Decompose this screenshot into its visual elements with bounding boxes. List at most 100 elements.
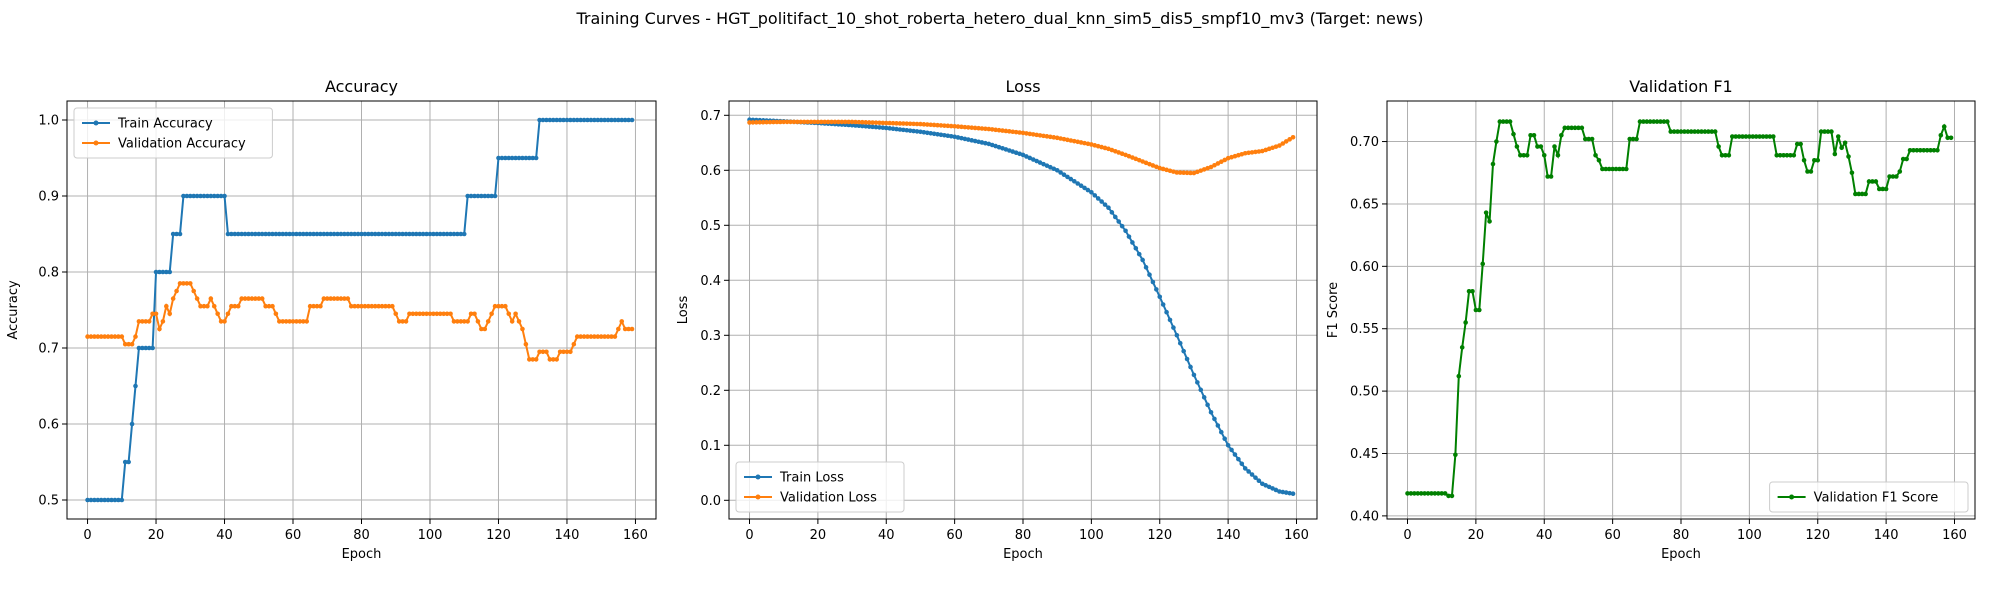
accuracy-series-marker <box>280 319 286 324</box>
loss-series-marker <box>1044 163 1050 168</box>
f1-series-marker <box>1654 119 1660 124</box>
f1-legend-marker <box>1789 494 1795 500</box>
loss-series-marker <box>1007 129 1012 134</box>
loss-series-marker <box>907 128 913 133</box>
loss-series-marker <box>887 120 892 126</box>
accuracy-series-marker <box>523 155 529 161</box>
accuracy-series-marker <box>256 296 262 301</box>
accuracy-series-marker <box>187 193 193 199</box>
accuracy-series-marker <box>561 349 566 355</box>
loss-series-marker <box>1242 466 1248 471</box>
accuracy-xtick-label: 120 <box>486 528 511 543</box>
accuracy-series-marker <box>119 497 125 503</box>
accuracy-series-marker <box>143 345 149 351</box>
accuracy-series-marker <box>328 296 333 301</box>
loss-series-marker <box>962 136 968 142</box>
f1-series-marker <box>1709 129 1715 134</box>
f1-series-marker <box>1842 140 1848 146</box>
loss-series-marker <box>1065 137 1070 143</box>
f1-series-marker <box>1497 119 1503 124</box>
f1-series-marker <box>1494 139 1499 144</box>
f1-series-marker <box>1924 147 1930 153</box>
loss-legend-box <box>735 461 905 513</box>
accuracy-series-marker <box>516 155 522 161</box>
loss-xtick-label: 20 <box>810 528 827 543</box>
accuracy-series-marker <box>550 357 556 362</box>
accuracy-series-marker <box>187 281 193 286</box>
accuracy-series-marker <box>324 296 330 301</box>
loss-series-marker <box>842 119 848 125</box>
f1-series-marker <box>1456 373 1462 379</box>
loss-series-marker <box>1113 214 1118 220</box>
f1-series-marker <box>1894 174 1899 179</box>
accuracy-series-marker <box>407 311 412 317</box>
accuracy-series-marker <box>441 231 446 237</box>
accuracy-series-marker <box>366 303 371 309</box>
loss-series-marker <box>1256 149 1262 154</box>
f1-series-marker <box>1743 134 1749 139</box>
loss-series-marker <box>986 126 992 132</box>
accuracy-series-marker <box>116 334 121 339</box>
accuracy-series-marker <box>129 421 135 427</box>
accuracy-series-marker <box>554 117 559 123</box>
f1-series-marker <box>1907 147 1913 153</box>
f1-series-marker <box>1473 307 1479 313</box>
f1-series-marker <box>1624 166 1629 172</box>
loss-series-marker <box>897 127 903 132</box>
accuracy-series-marker <box>513 311 518 317</box>
accuracy-series-marker <box>335 231 340 237</box>
f1-series-marker <box>1582 136 1588 142</box>
f1-series-marker <box>1671 129 1677 134</box>
f1-series-marker <box>1483 210 1489 215</box>
loss-series-marker <box>996 127 1002 133</box>
figure-suptitle: Training Curves - HGT_politifact_10_shot… <box>576 9 1424 28</box>
accuracy-series-marker <box>434 231 440 237</box>
f1-series-marker <box>1572 125 1578 131</box>
f1-series-marker <box>1788 152 1793 158</box>
accuracy-series-marker <box>465 193 470 199</box>
accuracy-series-marker <box>547 357 553 362</box>
loss-series-marker <box>897 121 903 126</box>
accuracy-series-marker <box>458 319 464 324</box>
loss-series-marker <box>1270 486 1275 491</box>
accuracy-series-marker <box>472 311 477 317</box>
accuracy-series-marker <box>342 231 347 237</box>
accuracy-series-marker <box>181 193 186 199</box>
f1-xtick-label: 120 <box>1805 528 1830 543</box>
loss-series-marker <box>1198 387 1204 393</box>
accuracy-series-marker <box>527 357 532 362</box>
loss-series-marker <box>1034 158 1039 164</box>
f1-series-marker <box>1719 152 1725 158</box>
accuracy-series-marker <box>540 117 546 123</box>
accuracy-series-marker <box>403 319 409 324</box>
loss-series-marker <box>1208 410 1214 415</box>
accuracy-series-marker <box>427 311 433 317</box>
accuracy-series-marker <box>451 319 457 324</box>
accuracy-series-marker <box>256 231 262 237</box>
loss-series-marker <box>1160 302 1166 307</box>
f1-series-marker <box>1518 152 1523 158</box>
accuracy-series-marker <box>588 117 594 123</box>
f1-series-marker <box>1774 152 1780 158</box>
accuracy-series-marker <box>366 231 371 237</box>
loss-series-marker <box>836 119 841 125</box>
f1-series-marker <box>1418 491 1424 496</box>
loss-xtick-label: 80 <box>1015 528 1032 543</box>
accuracy-series-marker <box>201 303 207 309</box>
loss-series-marker <box>1201 395 1207 400</box>
accuracy-series-marker <box>537 349 542 355</box>
accuracy-series-marker <box>420 231 426 237</box>
f1-series-marker <box>1682 129 1687 134</box>
f1-ytick-label: 0.50 <box>1350 385 1379 400</box>
accuracy-series-marker <box>420 311 426 317</box>
accuracy-series-marker <box>164 303 169 309</box>
accuracy-series-marker <box>283 319 289 324</box>
loss-series-marker <box>1024 154 1029 159</box>
accuracy-series-marker <box>410 231 416 237</box>
accuracy-series-marker <box>489 193 494 199</box>
accuracy-series-marker <box>578 334 583 339</box>
accuracy-series-marker <box>174 288 179 294</box>
accuracy-series-marker <box>88 497 94 503</box>
f1-series-marker <box>1576 125 1581 131</box>
accuracy-series-marker <box>403 231 409 237</box>
